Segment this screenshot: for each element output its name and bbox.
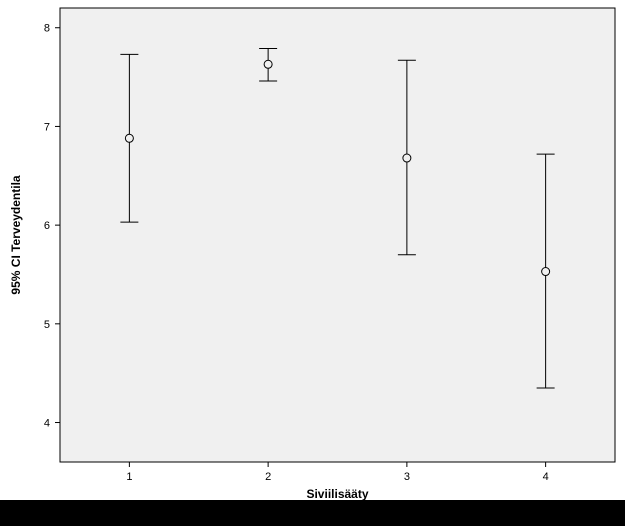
xtick-label: 1 <box>126 471 132 483</box>
xtick-label: 4 <box>543 471 549 483</box>
ytick-label: 6 <box>44 220 50 232</box>
ytick-label: 7 <box>44 121 50 133</box>
mean-marker <box>542 268 550 276</box>
mean-marker <box>403 154 411 162</box>
y-axis-title: 95% CI Terveydentila <box>9 175 23 294</box>
ytick-label: 5 <box>44 319 50 331</box>
ytick-label: 4 <box>44 418 50 430</box>
figure-container: 4 5 6 7 8 1 2 3 4 Siviilisääty 95% CI Terveydentil… <box>0 0 625 526</box>
mean-marker <box>264 60 272 68</box>
bottom-black-bar <box>0 500 625 526</box>
plot-area <box>60 8 615 462</box>
errorbar-chart: 4 5 6 7 8 1 2 3 4 Siviilisääty 95% CI Terveydentil… <box>0 0 625 500</box>
mean-marker <box>125 134 133 142</box>
xtick-label: 3 <box>404 471 410 483</box>
x-axis-title: Siviilisääty <box>306 487 368 500</box>
xtick-label: 2 <box>265 471 271 483</box>
ytick-label: 8 <box>44 23 50 35</box>
